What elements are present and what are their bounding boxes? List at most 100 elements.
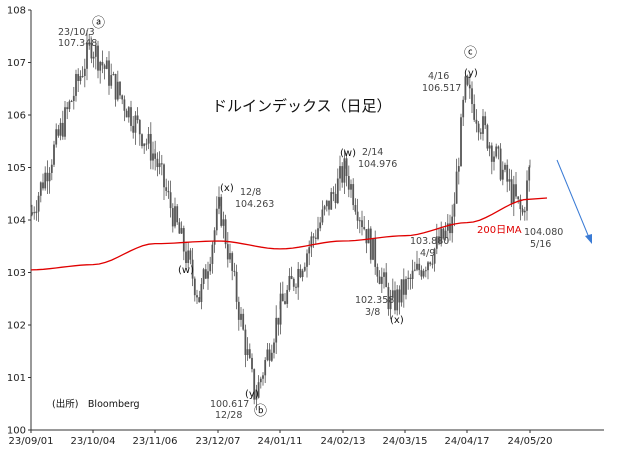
wave-labels: ⓐ (x) (w) (y) ⓑ (w) (x) ⓒ (y) (92, 16, 478, 419)
x-tick-label: 24/05/20 (508, 436, 553, 447)
candle-body (312, 236, 315, 238)
candles (30, 30, 531, 411)
candle-body (367, 228, 370, 244)
candle-body (72, 95, 75, 102)
candle-body (497, 146, 500, 149)
candle-body (433, 248, 436, 264)
candle-body (479, 132, 482, 134)
candle-body (70, 101, 73, 103)
candle-body (68, 101, 71, 110)
candle-body (427, 262, 429, 271)
candle-body (222, 219, 225, 226)
candle-body (455, 171, 458, 204)
candle-body (141, 134, 143, 147)
candle-body (468, 84, 471, 89)
y-tick-label: 104 (7, 216, 26, 227)
candle-body (244, 329, 247, 356)
candle-body (501, 169, 504, 180)
candle-body (510, 179, 513, 204)
candle-body (418, 263, 421, 271)
candle-body (490, 145, 493, 162)
candle-body (484, 116, 487, 126)
candle-body (416, 263, 418, 270)
candle-body (123, 99, 126, 111)
candle-body (350, 184, 352, 190)
candle-body (77, 73, 80, 81)
candle-body (235, 271, 238, 302)
candle-body (506, 164, 509, 182)
candle-body (273, 342, 275, 353)
candle-body (204, 269, 207, 279)
ma-label: 200日MA (477, 225, 522, 236)
candle-body (310, 236, 313, 248)
candle-body (286, 289, 289, 304)
candle-body (182, 228, 185, 252)
candle-body (352, 184, 355, 206)
projection-arrow (556, 159, 592, 244)
candle-body (343, 158, 346, 183)
candle-body (46, 172, 49, 182)
candle-body (149, 133, 152, 161)
candle-body (209, 263, 212, 272)
candle-body (59, 122, 62, 136)
wave-label-x1: (x) (220, 183, 234, 194)
wave-label-a: ⓐ (92, 16, 105, 31)
y-tick-label: 105 (7, 163, 26, 174)
candle-body (108, 60, 110, 86)
candle-body (134, 115, 137, 133)
candle-body (387, 287, 390, 310)
candle-body (477, 123, 480, 133)
annotation-date: 2/14 (362, 147, 383, 158)
candle-body (198, 297, 201, 303)
candle-body (495, 146, 498, 157)
candle-body (488, 145, 491, 149)
candle-body (398, 289, 401, 303)
candle-body (165, 187, 168, 191)
candle-body (279, 293, 282, 325)
candle-body (114, 74, 117, 100)
candle-body (380, 276, 383, 284)
candle-body (319, 222, 322, 229)
annotation-date: 23/10/3 (58, 27, 95, 38)
wave-label-c: ⓒ (464, 46, 477, 61)
candle-body (361, 220, 363, 228)
candle-body (268, 349, 271, 361)
candle-body (35, 211, 38, 214)
annotation-value: 100.617 (210, 399, 249, 410)
candle-body (358, 220, 361, 222)
candle-body (270, 352, 273, 361)
x-tick-label: 24/01/11 (258, 436, 303, 447)
candle-body (160, 163, 163, 165)
candle-body (429, 262, 432, 265)
candle-body (136, 115, 139, 121)
candle-body (321, 209, 324, 223)
y-tick-label: 106 (7, 111, 26, 122)
candle-body (515, 184, 517, 197)
candle-body (376, 266, 379, 277)
candle-body (299, 268, 302, 278)
chart-title: ドルインデックス（日足） (212, 97, 392, 115)
candle-body (90, 42, 93, 59)
candle-body (462, 99, 465, 118)
candle-body (50, 164, 53, 173)
candle-body (303, 266, 306, 271)
candle-body (297, 268, 300, 288)
candle-body (202, 269, 205, 284)
candle-body (383, 272, 385, 277)
y-tick-labels: 100 101 102 103 104 105 106 107 108 (7, 6, 31, 437)
candle-body (378, 276, 381, 284)
candle-body (66, 107, 69, 110)
candle-body (396, 289, 399, 311)
y-tick-label: 101 (7, 373, 26, 384)
x-tick-labels: 23/09/01 23/10/04 23/11/06 23/12/07 24/01/11… (9, 430, 553, 447)
x-tick-label: 23/12/07 (196, 436, 241, 447)
y-tick-label: 100 (7, 426, 26, 437)
annotation-value: 103.880 (410, 236, 449, 247)
candle-body (53, 144, 55, 165)
candle-body (193, 278, 196, 296)
candle-body (460, 117, 462, 167)
candle-body (127, 107, 130, 118)
candle-body (528, 167, 531, 181)
y-tick-label: 103 (7, 268, 26, 279)
candle-body (251, 357, 253, 370)
